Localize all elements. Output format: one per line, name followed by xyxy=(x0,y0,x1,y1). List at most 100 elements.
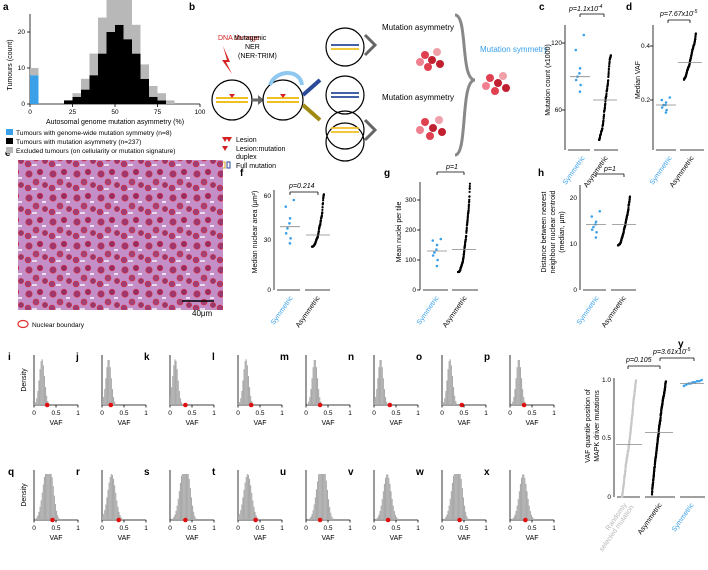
a-xtick: 50 xyxy=(111,109,119,116)
g-ytick: 300 xyxy=(405,197,416,204)
vaf-hist-bar xyxy=(244,482,246,520)
panel-label-p: p xyxy=(484,352,490,363)
vaf-xtick: 0 xyxy=(168,525,172,532)
vaf-panel-v: v 0 0.5 1 VAF xyxy=(348,467,420,542)
a-xtick: 0 xyxy=(28,109,32,116)
asymmetric-point xyxy=(694,37,697,40)
symmetric-point xyxy=(664,101,668,104)
asymmetric-point xyxy=(599,132,603,135)
asymmetric-point xyxy=(606,82,610,85)
vaf-xtick: 1 xyxy=(416,410,420,417)
vaf-hist-bar xyxy=(183,474,185,520)
vaf-hist-bar xyxy=(455,474,457,520)
vaf-hist-bar xyxy=(40,500,42,520)
panel-a-bar xyxy=(140,78,149,104)
legend-duplex: duplex xyxy=(236,154,257,161)
vaf-hist-bar xyxy=(532,517,534,520)
vaf-hist-bar xyxy=(324,474,326,520)
vaf-hist-bar xyxy=(108,482,110,520)
asymmetric-point xyxy=(659,416,662,419)
vaf-hist-bar xyxy=(330,512,332,520)
vaf-hist-bar xyxy=(319,474,321,520)
lightning-icon xyxy=(222,46,232,74)
panel-e-histology: 40μm Nuclear boundary xyxy=(17,160,223,329)
vaf-hist-bar xyxy=(396,517,398,520)
g-xcat-asymmetric: Asymmetric xyxy=(442,295,469,329)
h-ytick-0: 0 xyxy=(573,287,577,294)
symmetric-point xyxy=(574,78,578,82)
vaf-hist-bar xyxy=(172,518,174,520)
vaf-hist-bar xyxy=(523,474,525,520)
vaf-xtick: 1 xyxy=(484,410,488,417)
y-ytick-1: 1.0 xyxy=(602,377,611,384)
symmetric-point xyxy=(660,98,664,102)
panel-label-n: n xyxy=(348,352,354,363)
vaf-xtick: 0.5 xyxy=(255,410,264,417)
vaf-xtick: 0 xyxy=(32,410,36,417)
vaf-hist-bar xyxy=(107,489,109,520)
panel-y-pvalue1: p=0.105 xyxy=(625,357,652,364)
symmetric-point xyxy=(594,236,598,239)
panel-c: Mutation count (x1000) 60 120 p=1.1x10-4… xyxy=(545,4,618,189)
vaf-panel-o: o 0 0.5 1 VAF xyxy=(416,352,488,427)
vaf-xtick: 1 xyxy=(552,410,556,417)
vaf-hist-bar xyxy=(107,359,109,405)
vaf-hist-bar xyxy=(111,474,113,520)
symmetric-point xyxy=(284,232,288,235)
vaf-hist-bar xyxy=(58,517,60,520)
vaf-xtick: 0.5 xyxy=(391,410,400,417)
vaf-hist-bar xyxy=(317,481,319,520)
symmetric-point xyxy=(579,83,582,87)
vaf-hist-bar xyxy=(57,515,59,520)
vaf-xtick: 0 xyxy=(372,525,376,532)
panel-g-pvalue: p=1 xyxy=(445,164,458,171)
vaf-hist-bar xyxy=(173,365,175,405)
driver-vaf-point xyxy=(459,402,465,408)
f-xcat-asymmetric: Asymmetric xyxy=(295,295,322,329)
panel-label-d: d xyxy=(626,2,632,13)
symmetric-point xyxy=(436,258,439,262)
vaf-hist-bar xyxy=(383,389,385,405)
vaf-xlabel: VAF xyxy=(321,535,334,542)
vaf-hist-bar xyxy=(43,375,45,405)
asymmetric-point xyxy=(466,217,469,221)
a-xtick: 100 xyxy=(195,109,206,116)
asymmetric-point xyxy=(468,182,472,185)
driver-vaf-point xyxy=(248,402,254,408)
vaf-hist-bar xyxy=(110,378,112,405)
panel-c-pvalue: p=1.1x10-4 xyxy=(568,4,603,13)
panel-a-bar xyxy=(166,100,175,104)
panel-label-f: f xyxy=(240,168,244,179)
c-ytick-120: 120 xyxy=(551,40,562,47)
vaf-hist-bar xyxy=(451,375,453,405)
vaf-panel-s: s 0 0.5 1 VAF xyxy=(144,467,216,542)
asymmetric-point xyxy=(694,32,698,35)
symmetric-point xyxy=(594,220,598,224)
symmetric-point xyxy=(698,379,701,383)
vaf-xtick: 1 xyxy=(552,525,556,532)
symmetric-point xyxy=(592,225,595,229)
vaf-hist-bar xyxy=(247,375,249,405)
panel-a-bar xyxy=(30,68,39,76)
vaf-hist-bar xyxy=(182,404,184,405)
symmetric-point xyxy=(284,205,288,208)
vaf-hist-bar xyxy=(50,474,52,520)
vaf-hist-bar xyxy=(313,504,315,520)
histology-image xyxy=(18,160,223,310)
panel-label-i: i xyxy=(8,352,11,363)
vaf-hist-bar xyxy=(51,477,53,520)
vaf-xtick: 1 xyxy=(280,410,284,417)
vaf-hist-bar xyxy=(104,389,106,405)
vaf-hist-bar xyxy=(381,498,383,520)
vaf-hist-bar xyxy=(443,402,445,405)
vaf-hist-bar xyxy=(39,506,41,520)
vaf-hist-bar xyxy=(109,367,111,405)
vaf-hist-bar xyxy=(392,505,394,520)
vaf-xlabel: VAF xyxy=(525,535,538,542)
vaf-hist-bar xyxy=(46,395,48,405)
vaf-hist-bar xyxy=(105,504,107,520)
symmetric-point xyxy=(288,222,291,225)
panel-a-bar xyxy=(106,32,115,104)
vaf-hist-bar xyxy=(456,403,458,405)
